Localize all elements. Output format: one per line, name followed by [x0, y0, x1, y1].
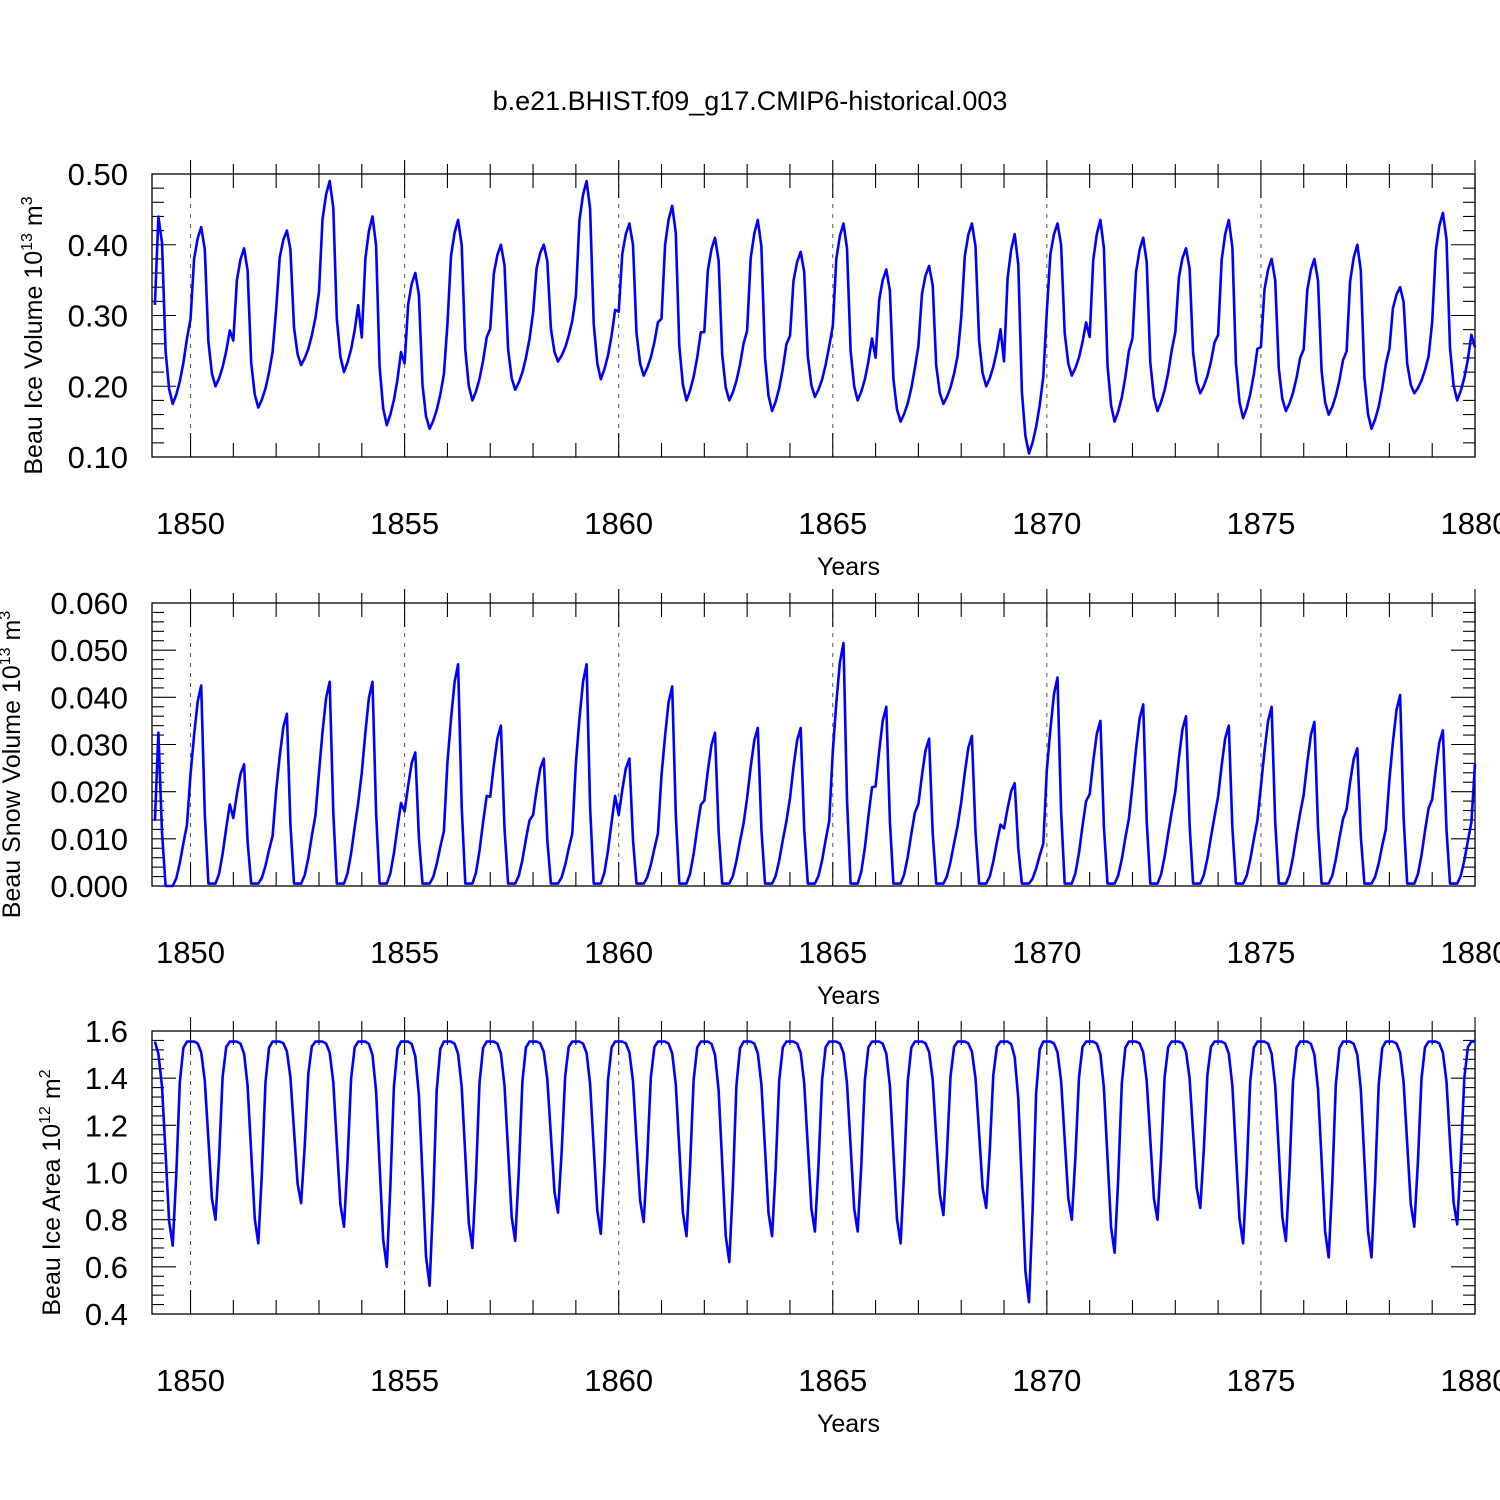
x-tick-label: 1880 — [1441, 935, 1500, 970]
x-tick-label: 1875 — [1226, 1363, 1295, 1398]
y-tick-label: 0.6 — [85, 1250, 128, 1285]
y-tick-label: 0.010 — [50, 822, 128, 857]
x-tick-label: 1855 — [370, 1363, 439, 1398]
x-tick-label: 1860 — [584, 935, 653, 970]
y-axis-label-part: m — [38, 1078, 66, 1106]
x-tick-label: 1865 — [798, 935, 867, 970]
y-axis-label: Beau Ice Volume 1013 m3 — [19, 196, 48, 474]
x-tick-label: 1870 — [1012, 935, 1081, 970]
x-tick-label: 1870 — [1012, 1363, 1081, 1398]
y-axis-label-part: Beau Snow Volume 10 — [0, 665, 26, 918]
x-tick-label: 1850 — [156, 506, 225, 541]
y-tick-label: 0.40 — [68, 228, 128, 263]
y-tick-label: 1.0 — [85, 1156, 128, 1191]
y-tick-label: 0.50 — [68, 157, 128, 192]
chart-panel-1: 0.50 0.40 0.30 0.20 0.10 1850 1855 1860 1865 1870… — [19, 157, 1500, 581]
y-axis-label: Beau Snow Volume 1013 m3 — [0, 611, 26, 919]
x-tick-label: 1880 — [1441, 1363, 1500, 1398]
y-tick-label: 1.2 — [85, 1108, 128, 1143]
y-tick-label: 0.030 — [50, 728, 128, 763]
series-line-beau-ice-area — [153, 1040, 1475, 1304]
y-axis-label-part: m — [0, 620, 26, 648]
chart-panel-2: 0.060 0.050 0.040 0.030 0.020 0.010 0.000 1850 1… — [0, 586, 1500, 1010]
y-axis-label-part: Beau Ice Area 10 — [38, 1124, 66, 1316]
y-axis-label-part: 12 — [37, 1106, 54, 1124]
y-axis-label-part: 13 — [19, 233, 36, 251]
y-tick-label: 0.10 — [68, 440, 128, 475]
x-tick-label: 1850 — [156, 1363, 225, 1398]
x-tick-label: 1875 — [1226, 935, 1295, 970]
series-line-beau-snow-volume — [153, 641, 1477, 888]
x-axis-label: Years — [817, 1410, 880, 1438]
x-tick-label: 1865 — [798, 1363, 867, 1398]
x-tick-label: 1855 — [370, 935, 439, 970]
y-tick-label: 0.30 — [68, 299, 128, 334]
x-tick-label: 1880 — [1441, 506, 1500, 541]
y-axis-label-part: 2 — [37, 1069, 54, 1078]
x-tick-label: 1850 — [156, 935, 225, 970]
y-axis-label-part: 3 — [0, 611, 14, 620]
y-tick-label: 0.20 — [68, 369, 128, 404]
y-axis-label: Beau Ice Area 1012 m2 — [37, 1069, 66, 1315]
y-tick-label: 0.000 — [50, 869, 128, 904]
y-tick-label: 0.8 — [85, 1203, 128, 1238]
x-tick-label: 1865 — [798, 506, 867, 541]
y-axis-label-part: m — [20, 205, 48, 233]
y-tick-label: 1.4 — [85, 1061, 128, 1096]
x-tick-label: 1870 — [1012, 506, 1081, 541]
y-tick-label: 1.6 — [85, 1014, 128, 1049]
x-axis-label: Years — [817, 982, 880, 1010]
x-tick-label: 1855 — [370, 506, 439, 541]
y-tick-label: 0.4 — [85, 1297, 128, 1332]
x-axis-label: Years — [817, 553, 880, 581]
y-axis-label-part: 13 — [0, 647, 14, 665]
y-tick-label: 0.060 — [50, 586, 128, 621]
series-line-beau-ice-volume — [153, 179, 1477, 455]
x-tick-label: 1875 — [1226, 506, 1295, 541]
y-axis-label-part: Beau Ice Volume 10 — [20, 251, 48, 475]
y-tick-label: 0.020 — [50, 775, 128, 810]
x-tick-label: 1860 — [584, 1363, 653, 1398]
y-tick-label: 0.050 — [50, 633, 128, 668]
x-tick-label: 1860 — [584, 506, 653, 541]
y-tick-label: 0.040 — [50, 680, 128, 715]
chart-title: b.e21.BHIST.f09_g17.CMIP6-historical.003 — [493, 86, 1008, 116]
chart-panel-3: 1.6 1.4 1.2 1.0 0.8 0.6 0.4 1850 1855 1860 1865 187… — [37, 1014, 1500, 1438]
y-axis-label-part: 3 — [19, 196, 36, 205]
